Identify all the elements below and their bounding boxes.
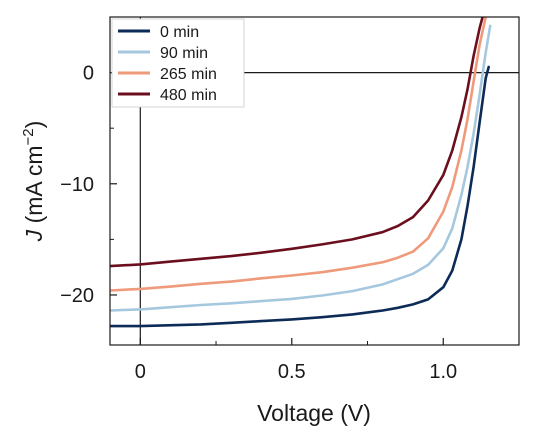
series-line-480-min — [110, 17, 484, 268]
y-axis-label: J (mA cm−2) — [20, 121, 47, 243]
y-tick-label: 0 — [83, 63, 94, 85]
x-axis-ticks: 0 0.5 1.0 — [135, 338, 457, 383]
y-axis-label-symbol: J — [21, 229, 47, 242]
legend-label: 265 min — [160, 66, 217, 83]
y-tick-label: −20 — [60, 285, 94, 307]
y-axis-label-exponent: −2 — [20, 128, 37, 145]
series-line-0-min — [110, 65, 490, 328]
x-tick-label: 1.0 — [429, 361, 457, 383]
legend: 0 min 90 min 265 min 480 min — [111, 18, 245, 108]
legend-label: 480 min — [160, 87, 217, 104]
legend-box — [111, 18, 245, 108]
series-line-265-min — [110, 17, 487, 292]
legend-label: 0 min — [160, 24, 199, 41]
series-line-90-min — [110, 24, 492, 312]
x-tick-label: 0 — [135, 361, 146, 383]
y-axis-ticks: 0 −10 −20 — [60, 63, 117, 307]
plot-frame — [109, 16, 520, 346]
series-layer — [110, 17, 492, 328]
legend-label: 90 min — [160, 45, 208, 62]
x-tick-label: 0.5 — [278, 361, 306, 383]
y-axis-label-close: ) — [21, 121, 47, 129]
y-tick-label: −10 — [60, 174, 94, 196]
y-axis-label-unit: (mA cm — [21, 145, 47, 229]
x-axis-label: Voltage (V) — [257, 400, 371, 426]
